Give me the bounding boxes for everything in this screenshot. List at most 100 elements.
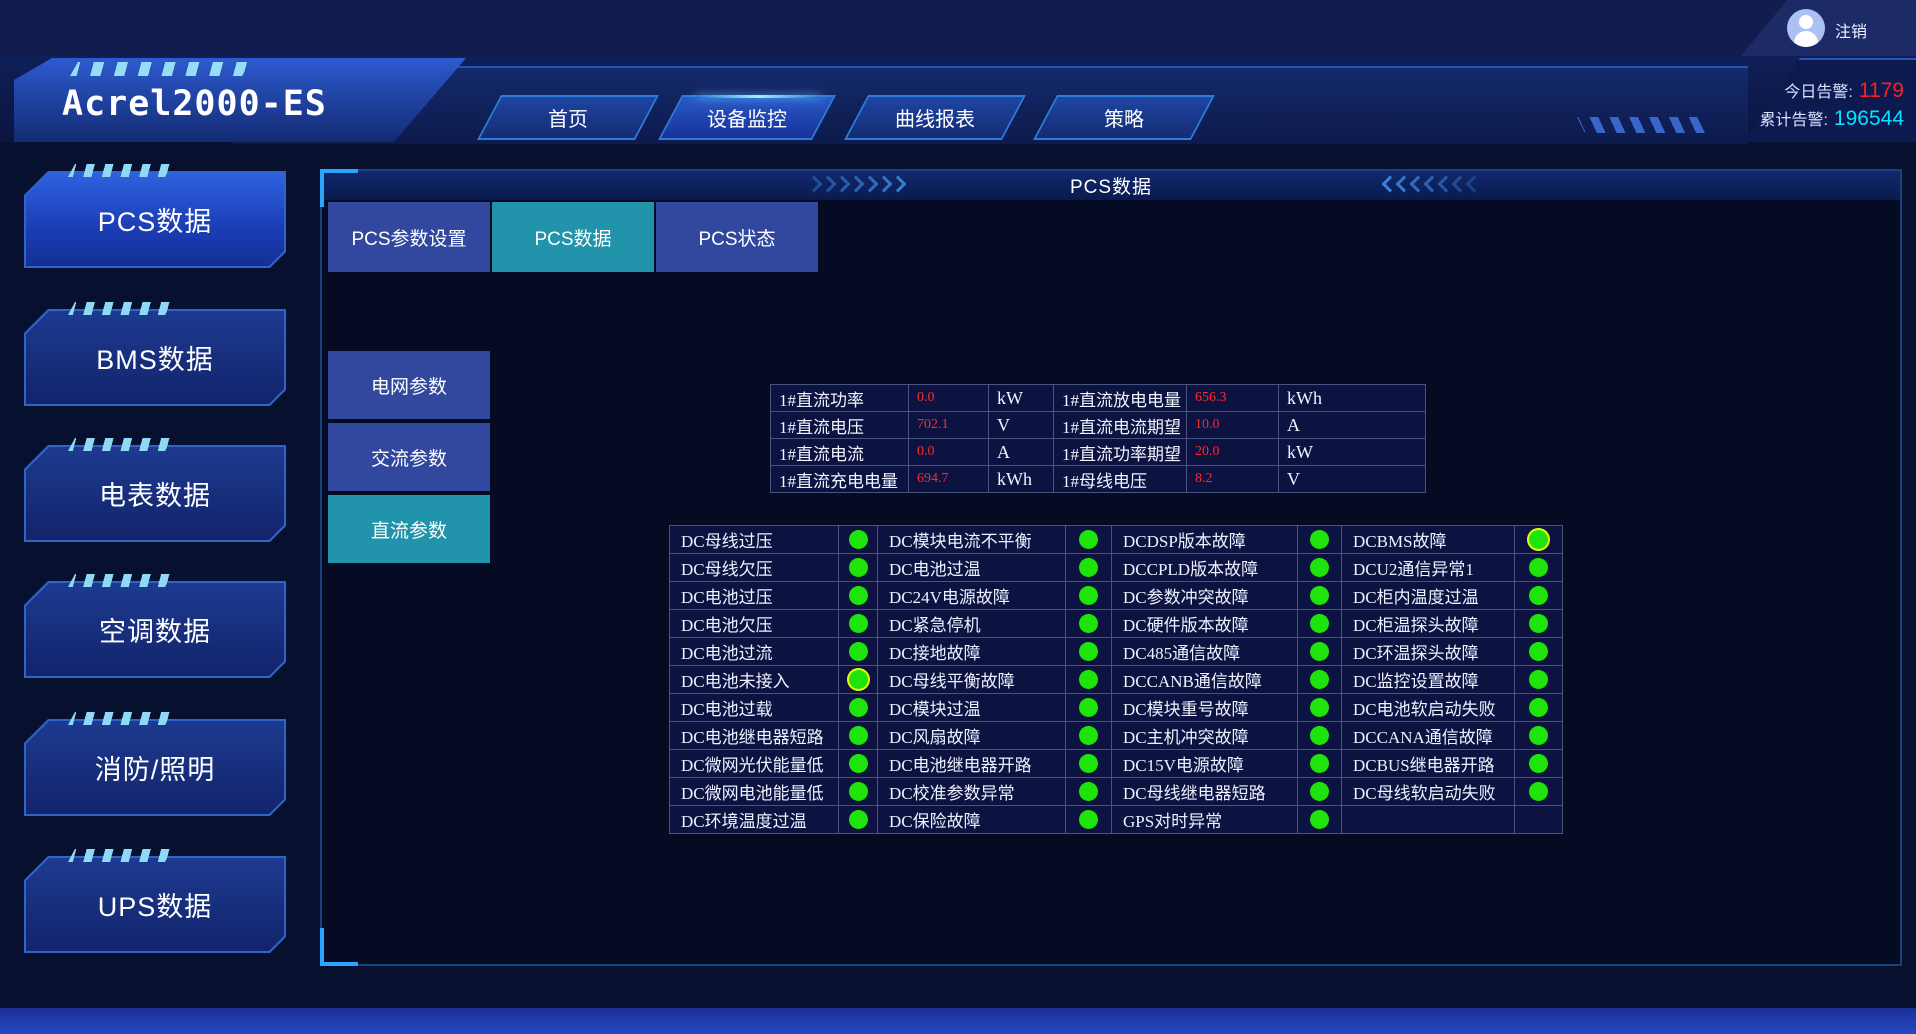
total-alarm-value: 196544 (1833, 107, 1904, 130)
status-label-cell: DC电池未接入 (670, 666, 838, 693)
status-dot-cell (839, 582, 877, 609)
stripes-icon (68, 712, 172, 725)
topbar: 注销 (0, 0, 1916, 61)
status-label-cell: DC环境温度过温 (670, 806, 838, 833)
status-indicator-icon (1079, 530, 1098, 549)
dc-unit2-cell: kW (1279, 439, 1425, 465)
status-label-cell: DC监控设置故障 (1342, 666, 1514, 693)
status-dot-cell (1298, 722, 1341, 749)
param-button-2[interactable]: 交流参数 (328, 423, 490, 491)
nav-tab-4[interactable]: 策略 (1033, 95, 1215, 140)
dc-unit1-cell: kW (989, 385, 1053, 411)
sidebar-item-5[interactable]: 消防/照明 (24, 719, 286, 816)
dc-values-table: 1#直流功率 0.0 kW 1#直流放电电量 656.3 kWh 1#直流电压 702.1 V 1… (770, 384, 1426, 493)
status-dot-cell (1298, 694, 1341, 721)
logout-button[interactable]: 注销 (1835, 24, 1868, 41)
status-label-cell: DC环温探头故障 (1342, 638, 1514, 665)
status-label-cell: DC母线过压 (670, 526, 838, 553)
dc-label2-cell: 1#直流电流期望 (1054, 412, 1186, 438)
status-indicator-icon (848, 670, 868, 689)
sidebar-item-bg (26, 173, 284, 266)
nav-tab-3[interactable]: 曲线报表 (844, 95, 1026, 140)
sidebar-item-bg (26, 447, 284, 540)
status-label-cell: DC电池继电器短路 (670, 722, 838, 749)
sidebar-item-2[interactable]: BMS数据 (24, 309, 286, 406)
dc-status-table: DC母线过压 DC模块电流不平衡 DCDSP版本故障 DCBMS故障 DC母线欠压 DC电… (669, 525, 1563, 834)
status-indicator-icon (1529, 754, 1548, 773)
status-dot-cell (1298, 610, 1341, 637)
tab-3[interactable]: PCS状态 (656, 202, 818, 272)
status-dot-cell (839, 722, 877, 749)
bottom-strip (0, 1008, 1916, 1034)
status-dot-cell (1515, 582, 1562, 609)
tab-label: PCS参数设置 (351, 228, 467, 250)
dc-unit1-cell: kWh (989, 466, 1053, 492)
sidebar-item-1[interactable]: PCS数据 (24, 171, 286, 268)
panel-titlebar: PCS数据 (322, 171, 1900, 200)
status-indicator-icon (848, 558, 868, 577)
panel-corner-accent (320, 928, 358, 966)
logo-plate: Acrel2000-ES (14, 58, 466, 142)
status-indicator-icon (848, 726, 868, 745)
param-button-1[interactable]: 电网参数 (328, 351, 490, 419)
status-dot-cell (1066, 666, 1111, 693)
param-button-3[interactable]: 直流参数 (328, 495, 490, 563)
status-dot-cell (1515, 526, 1562, 553)
status-label-cell: DC柜温探头故障 (1342, 610, 1514, 637)
status-label-cell: DC紧急停机 (878, 610, 1065, 637)
status-dot-cell (1515, 694, 1562, 721)
status-dot-cell (1066, 778, 1111, 805)
dc-label1-cell: 1#直流电压 (771, 412, 908, 438)
status-label-cell: DC电池过载 (670, 694, 838, 721)
sidebar-item-6[interactable]: UPS数据 (24, 856, 286, 953)
status-dot-cell (1515, 778, 1562, 805)
status-indicator-icon (848, 614, 868, 633)
param-button-label: 交流参数 (370, 448, 447, 470)
today-alarm-value: 1179 (1858, 79, 1904, 102)
status-dot-cell (839, 806, 877, 833)
status-dot-cell (1298, 526, 1341, 553)
active-tab-glow-decoration (694, 95, 822, 98)
status-indicator-icon (1529, 614, 1548, 633)
status-dot-cell (1298, 582, 1341, 609)
status-indicator-icon (1529, 558, 1548, 577)
status-indicator-icon (1079, 586, 1098, 605)
dc-value1-cell: 702.1 (909, 412, 988, 438)
chevron-glyph (1465, 175, 1483, 193)
nav-tab-2[interactable]: 设备监控 (658, 95, 836, 140)
status-indicator-icon (1529, 642, 1548, 661)
dc-value1-cell: 694.7 (909, 466, 988, 492)
dc-unit2-cell: V (1279, 466, 1425, 492)
sidebar-item-label: 空调数据 (99, 617, 211, 647)
status-indicator-icon (1079, 558, 1098, 577)
status-dot-cell (1066, 694, 1111, 721)
tab-2[interactable]: PCS数据 (492, 202, 654, 272)
status-indicator-icon (1529, 670, 1548, 689)
sidebar-item-3[interactable]: 电表数据 (24, 445, 286, 542)
nav-tab-1[interactable]: 首页 (477, 95, 659, 140)
stripes-icon (68, 849, 172, 862)
status-indicator-icon (1310, 726, 1329, 745)
sidebar-item-bg (26, 858, 284, 951)
dc-label1-cell: 1#直流充电电量 (771, 466, 908, 492)
status-label-cell: DC模块过温 (878, 694, 1065, 721)
status-label-cell: DC24V电源故障 (878, 582, 1065, 609)
status-indicator-icon (1529, 782, 1548, 801)
user-area: 注销 (1741, 0, 1916, 56)
status-indicator-icon (1529, 698, 1548, 717)
status-indicator-icon (1310, 614, 1329, 633)
user-avatar-icon[interactable] (1787, 9, 1825, 47)
sidebar-item-4[interactable]: 空调数据 (24, 581, 286, 678)
status-indicator-icon (1310, 782, 1329, 801)
tab-1[interactable]: PCS参数设置 (328, 202, 490, 272)
dc-unit1-cell: A (989, 439, 1053, 465)
pcs-tab-bar: PCS参数设置 PCS数据 PCS状态 (328, 202, 818, 272)
sidebar-item-frame (24, 856, 286, 953)
status-label-cell: DC电池继电器开路 (878, 750, 1065, 777)
dc-unit2-cell: A (1279, 412, 1425, 438)
status-dot-cell (839, 554, 877, 581)
status-dot-cell (1066, 722, 1111, 749)
status-indicator-icon (1079, 782, 1098, 801)
stripes-icon (68, 302, 172, 315)
status-dot-cell (839, 694, 877, 721)
